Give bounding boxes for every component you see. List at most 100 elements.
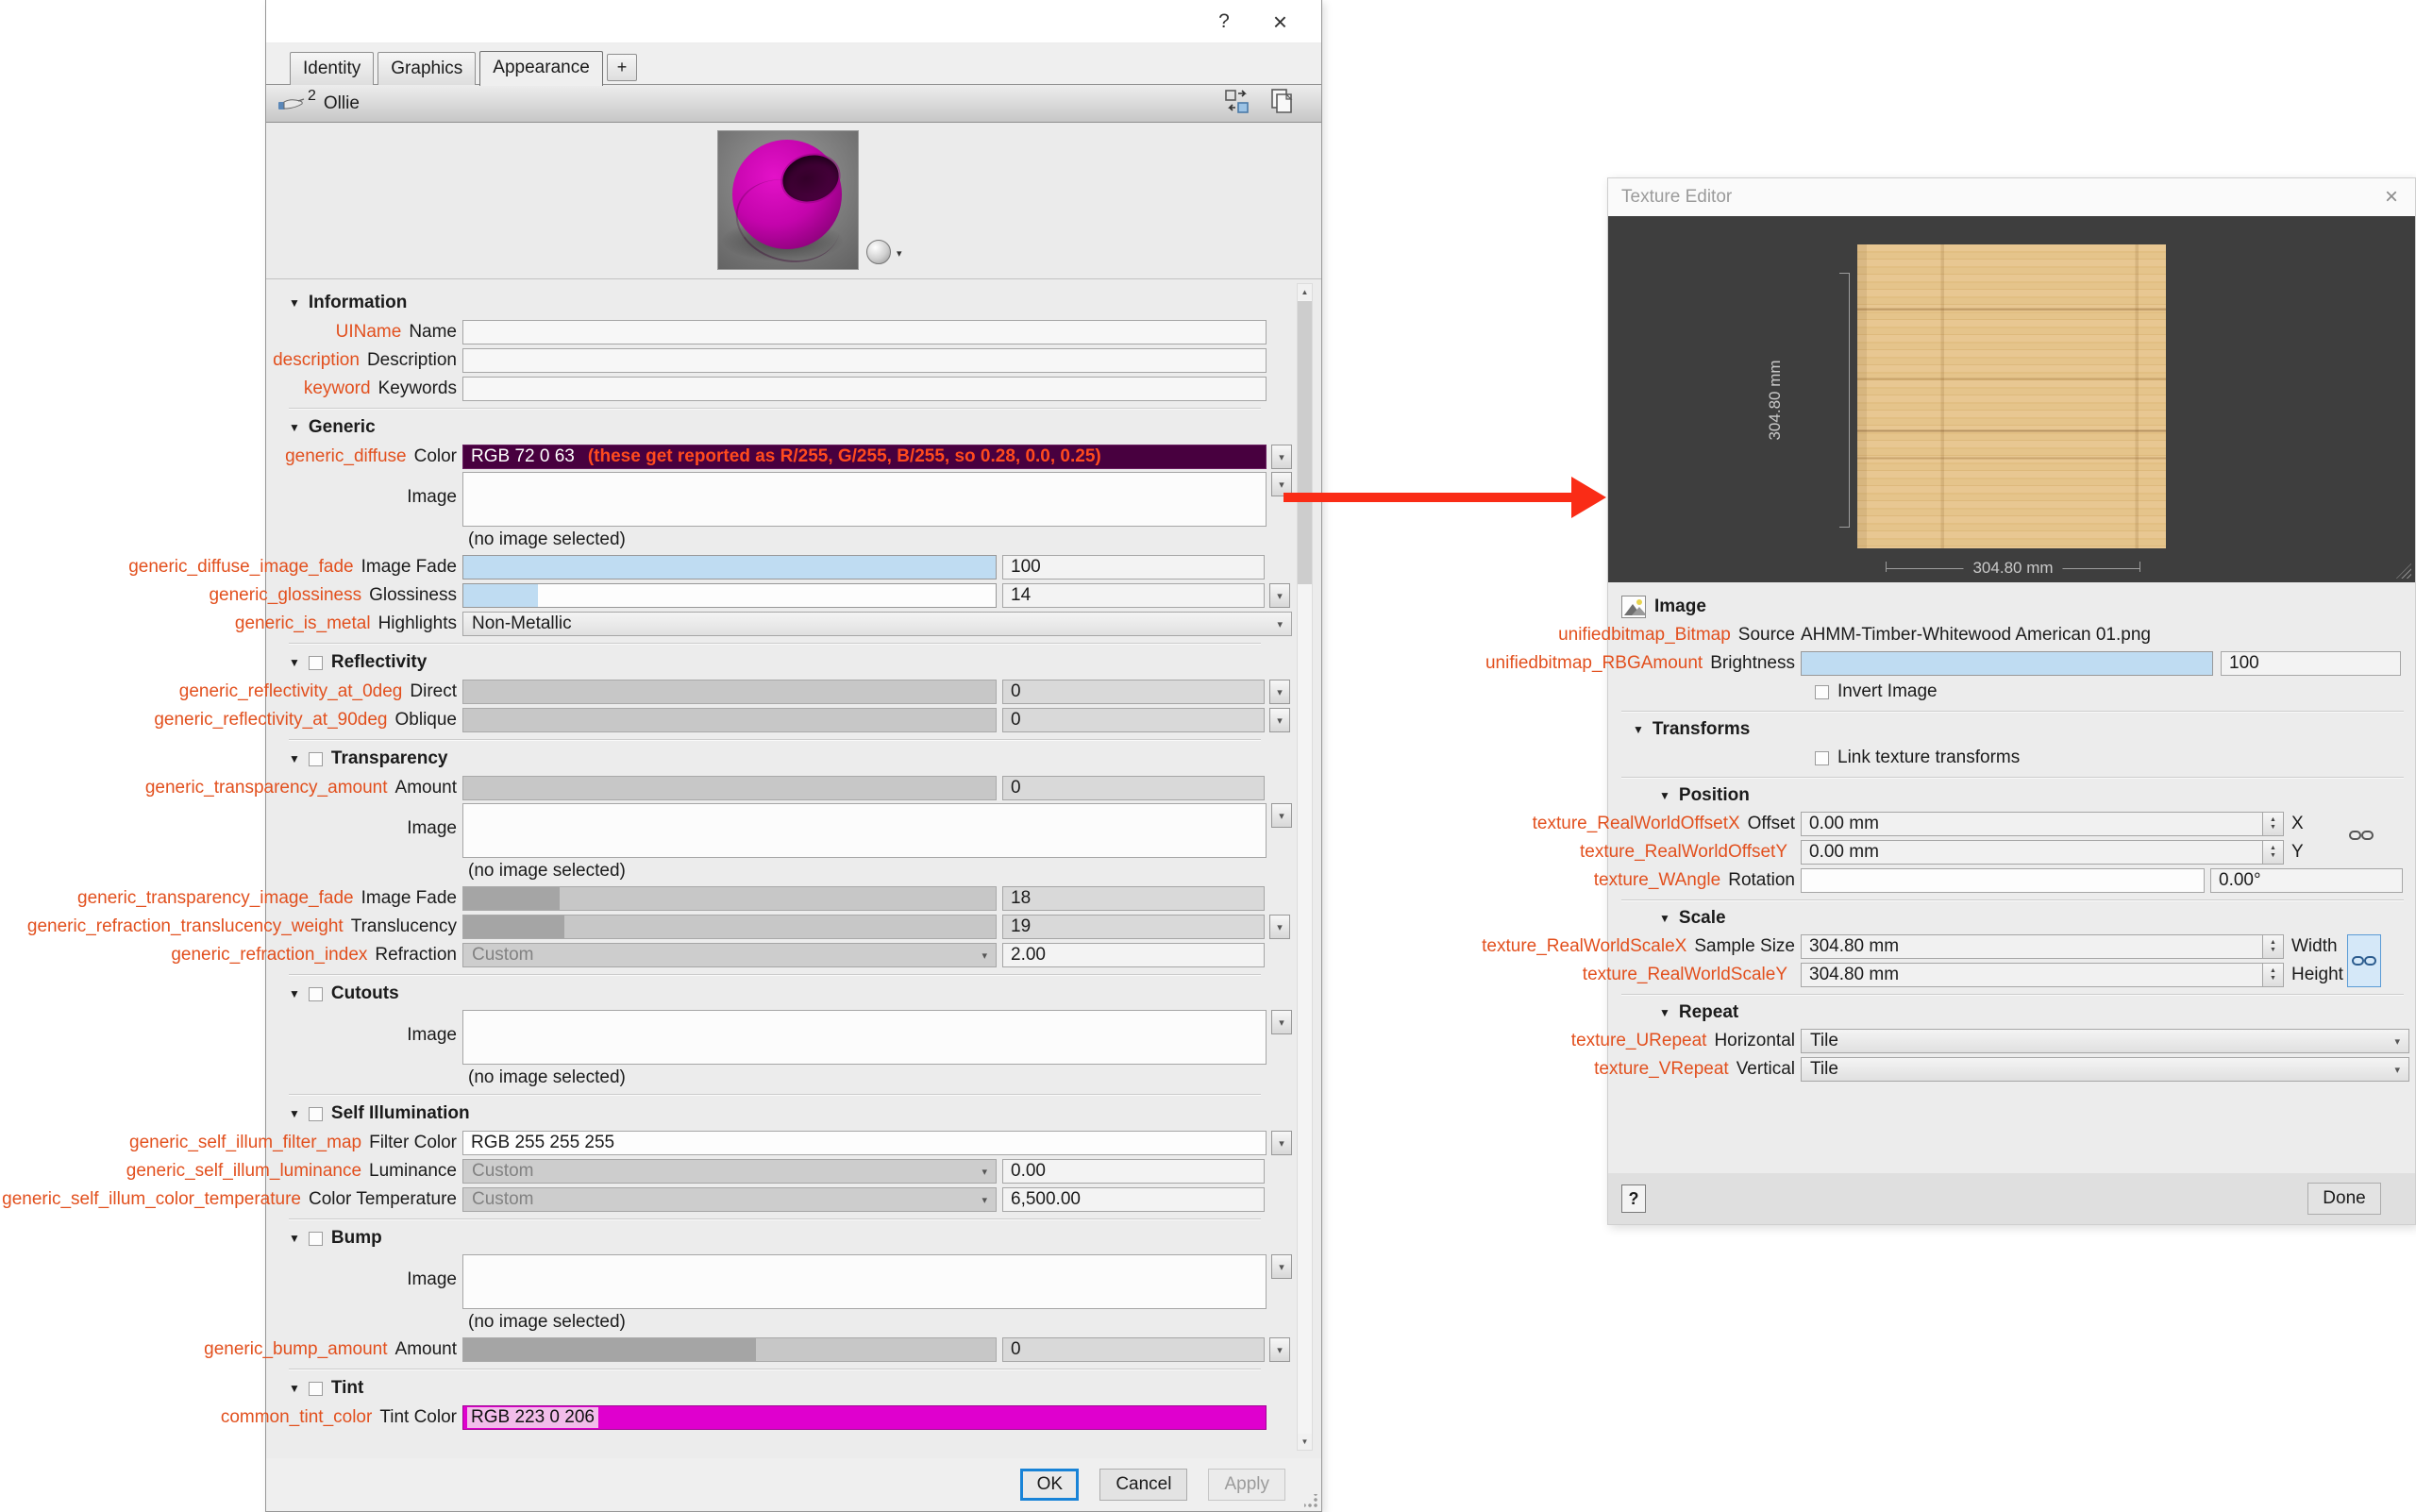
image-fade-slider[interactable] bbox=[462, 555, 997, 580]
scrollbar[interactable]: ▲ ▼ bbox=[1297, 283, 1313, 1451]
rotation-angle-value[interactable]: 0.00° bbox=[2210, 868, 2403, 893]
collapse-icon[interactable]: ▼ bbox=[289, 296, 300, 310]
bump-image-well[interactable] bbox=[462, 1254, 1267, 1309]
source-filename[interactable]: AHMM-Timber-Whitewood American 01.png bbox=[1801, 625, 2151, 645]
collapse-icon[interactable]: ▼ bbox=[1659, 1006, 1670, 1019]
spin-down-icon[interactable]: ▼ bbox=[2270, 824, 2276, 831]
texture-preview-area[interactable]: 304.80 mm 304.80 mm bbox=[1608, 216, 2415, 582]
scroll-down-icon[interactable]: ▼ bbox=[1298, 1434, 1312, 1450]
scrollbar-thumb[interactable] bbox=[1298, 301, 1312, 584]
glossiness-slider[interactable] bbox=[462, 583, 997, 608]
render-scene-icon[interactable] bbox=[866, 240, 891, 264]
section-reflectivity[interactable]: ▼ Reflectivity bbox=[289, 652, 428, 672]
section-self-illumination[interactable]: ▼ Self Illumination bbox=[289, 1103, 470, 1123]
collapse-icon[interactable]: ▼ bbox=[289, 987, 300, 1000]
collapse-icon[interactable]: ▼ bbox=[289, 1107, 300, 1120]
spin-up-icon[interactable]: ▲ bbox=[2270, 816, 2276, 823]
translucency-dropdown[interactable]: ▾ bbox=[1269, 915, 1290, 939]
collapse-icon[interactable]: ▼ bbox=[289, 1382, 300, 1395]
section-information[interactable]: ▼ Information bbox=[289, 293, 408, 312]
bump-checkbox[interactable] bbox=[308, 1231, 323, 1246]
link-offsets-icon[interactable] bbox=[2349, 828, 2374, 848]
cancel-button[interactable]: Cancel bbox=[1099, 1469, 1188, 1501]
close-icon[interactable]: × bbox=[2384, 184, 2398, 210]
glossiness-value[interactable]: 14 bbox=[1002, 583, 1265, 608]
cutouts-image-dropdown[interactable]: ▾ bbox=[1271, 1010, 1292, 1034]
offset-x-spinner[interactable]: ▲ ▼ bbox=[2263, 812, 2284, 836]
offset-y-spinner[interactable]: ▲ ▼ bbox=[2263, 840, 2284, 865]
section-bump[interactable]: ▼ Bump bbox=[289, 1228, 382, 1248]
tab-identity[interactable]: Identity bbox=[290, 52, 375, 85]
diffuse-image-well[interactable] bbox=[462, 472, 1267, 527]
spin-down-icon[interactable]: ▼ bbox=[2270, 852, 2276, 859]
swap-asset-icon[interactable] bbox=[1223, 87, 1251, 121]
diffuse-color-swatch[interactable]: RGB 72 0 63 (these get reported as R/255… bbox=[462, 445, 1267, 469]
spin-up-icon[interactable]: ▲ bbox=[2270, 939, 2276, 946]
transparency-image-well[interactable] bbox=[462, 803, 1267, 858]
link-scale-button[interactable] bbox=[2347, 934, 2381, 987]
bump-image-dropdown[interactable]: ▾ bbox=[1271, 1254, 1292, 1279]
collapse-icon[interactable]: ▼ bbox=[289, 1232, 300, 1245]
cutouts-image-well[interactable] bbox=[462, 1010, 1267, 1065]
section-repeat[interactable]: ▼ Repeat bbox=[1659, 1002, 1739, 1022]
duplicate-asset-icon[interactable] bbox=[1268, 87, 1295, 121]
offset-y-input[interactable]: 0.00 mm bbox=[1801, 840, 2263, 865]
invert-image-checkbox[interactable] bbox=[1815, 684, 1829, 699]
resize-grip[interactable] bbox=[1304, 1494, 1318, 1508]
scale-height-spinner[interactable]: ▲ ▼ bbox=[2263, 963, 2284, 987]
filter-color-swatch[interactable]: RGB 255 255 255 bbox=[462, 1131, 1267, 1155]
add-tab-button[interactable]: + bbox=[606, 54, 638, 81]
link-transforms-checkbox[interactable] bbox=[1815, 750, 1829, 765]
ok-button[interactable]: OK bbox=[1020, 1469, 1080, 1501]
offset-x-input[interactable]: 0.00 mm bbox=[1801, 812, 2263, 836]
bump-amount-dropdown[interactable]: ▾ bbox=[1269, 1337, 1290, 1362]
texture-preview-image[interactable] bbox=[1857, 244, 2166, 548]
link-transforms-option[interactable]: Link texture transforms bbox=[1815, 746, 2020, 770]
filter-color-dropdown[interactable]: ▾ bbox=[1271, 1131, 1292, 1155]
refraction-value[interactable]: 2.00 bbox=[1002, 943, 1265, 967]
brightness-slider[interactable] bbox=[1801, 651, 2213, 676]
collapse-icon[interactable]: ▼ bbox=[1659, 789, 1670, 802]
direct-dropdown[interactable]: ▾ bbox=[1269, 680, 1290, 704]
render-scene-dropdown-icon[interactable]: ▾ bbox=[897, 248, 902, 260]
help-button[interactable]: ? bbox=[1621, 1184, 1646, 1213]
collapse-icon[interactable]: ▼ bbox=[1633, 723, 1644, 736]
self-illumination-checkbox[interactable] bbox=[308, 1106, 323, 1121]
help-icon[interactable]: ? bbox=[1218, 9, 1230, 32]
section-transparency[interactable]: ▼ Transparency bbox=[289, 748, 448, 768]
scale-width-spinner[interactable]: ▲ ▼ bbox=[2263, 934, 2284, 959]
collapse-icon[interactable]: ▼ bbox=[289, 752, 300, 765]
diffuse-color-dropdown[interactable]: ▾ bbox=[1271, 445, 1292, 469]
spin-down-icon[interactable]: ▼ bbox=[2270, 947, 2276, 953]
cutouts-checkbox[interactable] bbox=[308, 986, 323, 1001]
collapse-icon[interactable]: ▼ bbox=[289, 421, 300, 434]
section-generic[interactable]: ▼ Generic bbox=[289, 417, 376, 437]
collapse-icon[interactable]: ▼ bbox=[289, 656, 300, 669]
tab-appearance[interactable]: Appearance bbox=[479, 51, 603, 86]
close-icon[interactable]: × bbox=[1272, 7, 1287, 36]
tint-checkbox[interactable] bbox=[308, 1381, 323, 1396]
scale-width-input[interactable]: 304.80 mm bbox=[1801, 934, 2263, 959]
section-tint[interactable]: ▼ Tint bbox=[289, 1378, 364, 1398]
highlights-select[interactable]: Non-Metallic ▾ bbox=[462, 612, 1292, 636]
material-preview-thumbnail[interactable] bbox=[717, 130, 859, 270]
section-position[interactable]: ▼ Position bbox=[1659, 785, 1750, 805]
glossiness-dropdown[interactable]: ▾ bbox=[1269, 583, 1290, 608]
transparency-image-dropdown[interactable]: ▾ bbox=[1271, 803, 1292, 828]
collapse-icon[interactable]: ▼ bbox=[1659, 912, 1670, 925]
name-input[interactable] bbox=[462, 320, 1267, 344]
section-transforms[interactable]: ▼ Transforms bbox=[1633, 719, 1751, 739]
spin-up-icon[interactable]: ▲ bbox=[2270, 845, 2276, 851]
invert-image-option[interactable]: Invert Image bbox=[1815, 680, 1938, 704]
tab-graphics[interactable]: Graphics bbox=[378, 52, 477, 85]
repeat-horizontal-select[interactable]: Tile ▾ bbox=[1801, 1029, 2409, 1053]
keywords-input[interactable] bbox=[462, 377, 1267, 401]
oblique-dropdown[interactable]: ▾ bbox=[1269, 708, 1290, 732]
spin-up-icon[interactable]: ▲ bbox=[2270, 967, 2276, 974]
repeat-vertical-select[interactable]: Tile ▾ bbox=[1801, 1057, 2409, 1082]
brightness-value[interactable]: 100 bbox=[2221, 651, 2401, 676]
done-button[interactable]: Done bbox=[2307, 1183, 2381, 1215]
luminance-value[interactable]: 0.00 bbox=[1002, 1159, 1265, 1184]
image-fade-value[interactable]: 100 bbox=[1002, 555, 1265, 580]
tint-color-swatch[interactable]: RGB 223 0 206 bbox=[462, 1405, 1267, 1430]
